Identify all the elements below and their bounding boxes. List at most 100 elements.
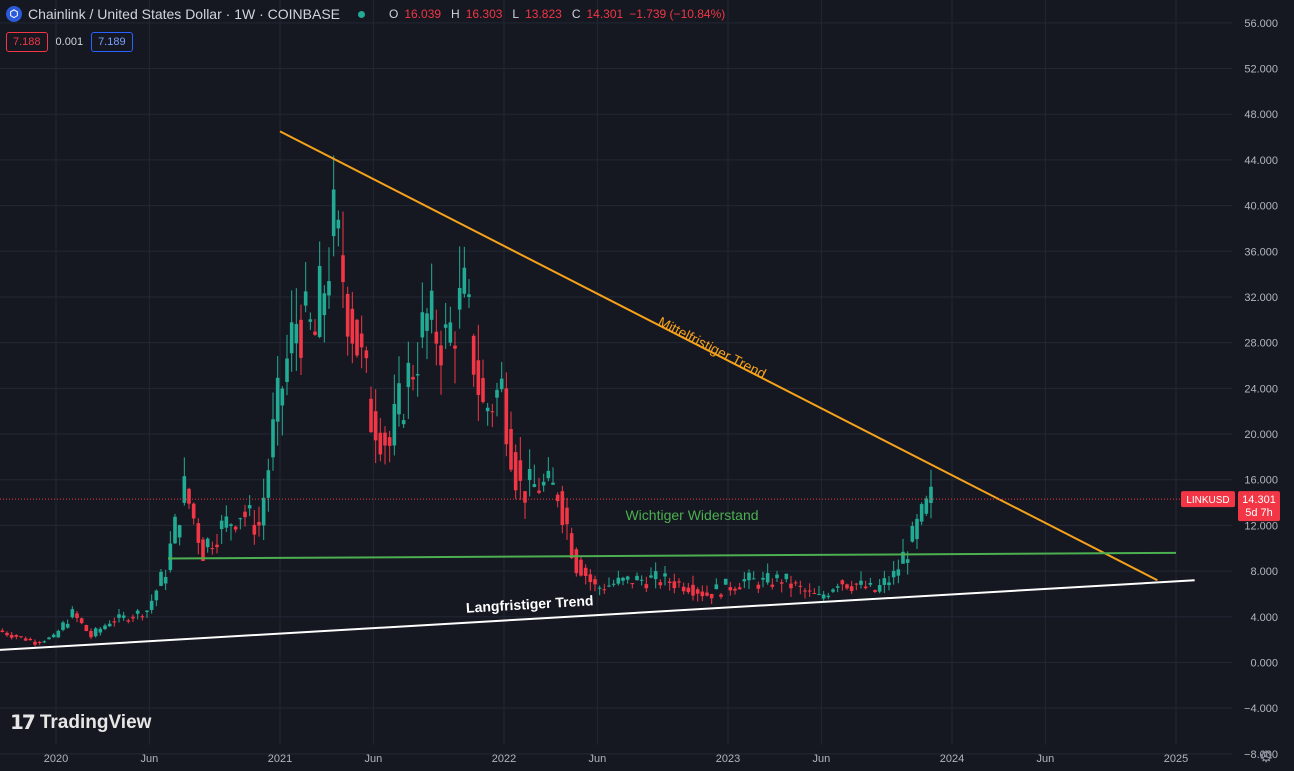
candle-body	[831, 589, 835, 592]
candle-body	[901, 551, 905, 564]
candle-body	[70, 609, 75, 618]
y-tick-label: 0.000	[1250, 657, 1278, 669]
candle-body	[812, 593, 817, 595]
candle-body	[817, 593, 821, 595]
candle-body	[849, 586, 854, 592]
candle-body	[462, 267, 467, 294]
candle-body	[257, 522, 261, 526]
candle-body	[705, 592, 709, 596]
candle-body	[742, 579, 747, 582]
candle-body	[686, 587, 691, 593]
candle-body	[560, 491, 565, 525]
candle-body	[588, 574, 593, 583]
candle-body	[873, 590, 877, 592]
quote-row: 7.188 0.001 7.189	[6, 32, 133, 52]
long-trend-line	[0, 579, 1195, 651]
candle-body	[79, 618, 84, 624]
candle-body	[415, 374, 420, 376]
candle-body	[5, 632, 9, 636]
y-tick-label: 36.000	[1244, 246, 1278, 258]
candle-body	[336, 219, 341, 229]
candle-body	[275, 377, 280, 422]
price-tag-countdown: 5d 7h	[1245, 507, 1273, 519]
candle-body	[635, 575, 639, 581]
candle-body	[621, 577, 625, 581]
candle-body	[639, 579, 644, 581]
candle-body	[733, 588, 737, 591]
candle-body	[364, 350, 369, 359]
candle-body	[425, 313, 429, 331]
candle-body	[896, 569, 901, 576]
candle-body	[887, 582, 891, 586]
candle-body	[224, 516, 229, 528]
candle-body	[126, 620, 131, 622]
y-tick-label: −8.000	[1244, 749, 1278, 761]
price-tag	[1238, 491, 1280, 522]
y-tick-label: −4.000	[1244, 703, 1278, 715]
gear-icon[interactable]: ⚙	[1259, 749, 1274, 766]
candle-body	[471, 335, 476, 375]
candle-body	[807, 590, 812, 592]
candle-body	[751, 578, 756, 580]
candle-body	[401, 420, 406, 425]
candle-body	[331, 189, 336, 237]
candle-body	[173, 516, 177, 544]
candle-body	[672, 581, 677, 589]
candle-body	[747, 572, 751, 581]
sell-price-button[interactable]: 7.188	[6, 32, 48, 52]
candle-body	[677, 581, 681, 583]
x-tick-label: Jun	[588, 753, 606, 765]
candle-body	[19, 636, 23, 638]
candle-body	[145, 610, 149, 613]
y-tick-label: 52.000	[1244, 64, 1278, 76]
chainlink-icon: ⬡	[6, 6, 22, 22]
candle-body	[891, 570, 896, 578]
y-tick-label: 16.000	[1244, 475, 1278, 487]
y-tick-label: 12.000	[1244, 520, 1278, 532]
candle-body	[210, 548, 215, 550]
candle-body	[728, 587, 733, 591]
x-tick-label: Jun	[364, 753, 382, 765]
candle-body	[219, 520, 224, 530]
candle-body	[65, 623, 70, 628]
chart-title[interactable]: Chainlink / United States Dollar · 1W · …	[28, 6, 340, 22]
candle-body	[840, 580, 845, 585]
candle-body	[387, 437, 392, 446]
candle-body	[140, 616, 145, 618]
candle-body	[383, 432, 387, 446]
buy-price-button[interactable]: 7.189	[91, 32, 133, 52]
x-tick-label: Jun	[140, 753, 158, 765]
candle-body	[649, 575, 653, 578]
candle-body	[117, 614, 121, 618]
candle-body	[448, 322, 453, 343]
candle-body	[51, 634, 56, 638]
candle-body	[327, 281, 331, 296]
open-value: 16.039	[404, 7, 442, 21]
candle-body	[821, 594, 826, 599]
candle-body	[644, 584, 649, 589]
x-tick-label: 2025	[1164, 753, 1188, 765]
candle-body	[378, 432, 383, 455]
candle-body	[252, 524, 257, 535]
candle-body	[75, 613, 79, 618]
candle-body	[691, 584, 695, 596]
x-tick-label: 2023	[716, 753, 740, 765]
close-value: 14.301	[586, 7, 624, 21]
candle-body	[28, 638, 33, 641]
candle-body	[863, 586, 868, 589]
candle-body	[154, 590, 159, 601]
candle-body	[434, 331, 439, 344]
y-tick-label: 24.000	[1244, 383, 1278, 395]
candle-body	[775, 574, 779, 579]
candle-body	[443, 324, 448, 328]
candle-body	[261, 497, 266, 526]
candle-body	[700, 591, 705, 597]
candle-body	[121, 615, 126, 618]
candle-body	[859, 580, 863, 585]
candle-body	[845, 584, 849, 589]
change-value: −1.739 (−10.84%)	[629, 7, 726, 21]
candle-body	[709, 593, 714, 599]
tradingview-logo[interactable]: 𝟭𝟳 TradingView	[10, 710, 151, 735]
